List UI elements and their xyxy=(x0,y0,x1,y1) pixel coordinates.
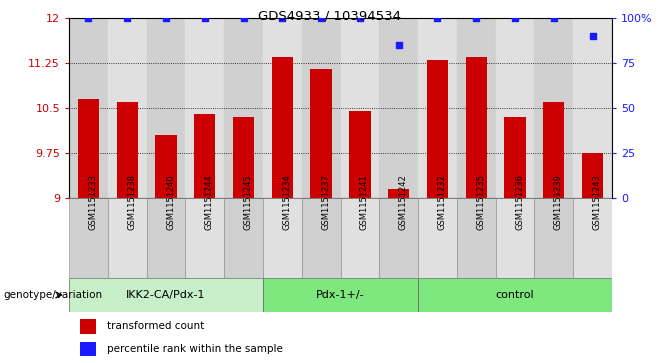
Bar xyxy=(233,117,254,198)
Text: percentile rank within the sample: percentile rank within the sample xyxy=(107,344,283,354)
Bar xyxy=(388,189,409,198)
Bar xyxy=(534,198,573,278)
Bar xyxy=(582,153,603,198)
Bar xyxy=(147,18,186,198)
Point xyxy=(549,15,559,21)
Bar xyxy=(224,198,263,278)
Point xyxy=(161,15,171,21)
Bar xyxy=(495,18,534,198)
Bar xyxy=(272,57,293,198)
Bar xyxy=(224,18,263,198)
Point xyxy=(432,15,443,21)
Text: GSM1151237: GSM1151237 xyxy=(321,174,330,230)
Bar xyxy=(504,117,526,198)
Bar xyxy=(302,198,340,278)
Text: GSM1151240: GSM1151240 xyxy=(166,174,175,230)
Bar xyxy=(427,60,448,198)
Point xyxy=(83,15,93,21)
Point xyxy=(393,42,404,48)
Text: GSM1151239: GSM1151239 xyxy=(554,174,563,230)
Text: GSM1151241: GSM1151241 xyxy=(360,174,369,230)
Text: GSM1151234: GSM1151234 xyxy=(282,174,291,230)
Bar xyxy=(263,278,418,312)
Text: control: control xyxy=(495,290,534,300)
Text: GSM1151235: GSM1151235 xyxy=(476,174,485,230)
Point xyxy=(277,15,288,21)
Point xyxy=(238,15,249,21)
Bar xyxy=(194,114,215,198)
Bar xyxy=(379,18,418,198)
Bar xyxy=(108,18,147,198)
Bar xyxy=(116,102,138,198)
Bar xyxy=(69,278,263,312)
Bar xyxy=(69,18,108,198)
Point xyxy=(510,15,520,21)
Bar xyxy=(495,198,534,278)
Bar xyxy=(349,111,370,198)
Bar xyxy=(573,18,612,198)
Bar xyxy=(186,198,224,278)
Text: GDS4933 / 10394534: GDS4933 / 10394534 xyxy=(257,9,401,22)
Bar xyxy=(263,198,302,278)
Text: GSM1151244: GSM1151244 xyxy=(205,174,214,230)
Bar xyxy=(302,18,340,198)
Point xyxy=(316,15,326,21)
Text: GSM1151232: GSM1151232 xyxy=(438,174,446,230)
Bar xyxy=(534,18,573,198)
Bar xyxy=(78,99,99,198)
Point xyxy=(122,15,132,21)
Bar xyxy=(80,319,96,334)
Text: transformed count: transformed count xyxy=(107,321,205,331)
Text: IKK2-CA/Pdx-1: IKK2-CA/Pdx-1 xyxy=(126,290,206,300)
Text: Pdx-1+/-: Pdx-1+/- xyxy=(316,290,365,300)
Bar xyxy=(418,278,612,312)
Bar xyxy=(379,198,418,278)
Text: GSM1151236: GSM1151236 xyxy=(515,174,524,230)
Bar xyxy=(186,18,224,198)
Bar xyxy=(108,198,147,278)
Point xyxy=(588,33,598,39)
Bar xyxy=(466,57,487,198)
Bar xyxy=(340,18,379,198)
Bar xyxy=(69,198,108,278)
Bar xyxy=(418,198,457,278)
Bar xyxy=(80,342,96,356)
Text: GSM1151233: GSM1151233 xyxy=(88,174,97,230)
Text: genotype/variation: genotype/variation xyxy=(3,290,103,300)
Bar xyxy=(457,18,495,198)
Text: GSM1151238: GSM1151238 xyxy=(127,174,136,230)
Bar xyxy=(418,18,457,198)
Bar xyxy=(457,198,495,278)
Bar xyxy=(311,69,332,198)
Point xyxy=(199,15,210,21)
Text: GSM1151242: GSM1151242 xyxy=(399,174,408,230)
Point xyxy=(355,15,365,21)
Bar xyxy=(573,198,612,278)
Bar xyxy=(340,198,379,278)
Bar xyxy=(543,102,565,198)
Bar xyxy=(263,18,302,198)
Bar xyxy=(147,198,186,278)
Point xyxy=(471,15,482,21)
Bar xyxy=(155,135,177,198)
Text: GSM1151243: GSM1151243 xyxy=(593,174,601,230)
Text: GSM1151245: GSM1151245 xyxy=(243,174,253,230)
